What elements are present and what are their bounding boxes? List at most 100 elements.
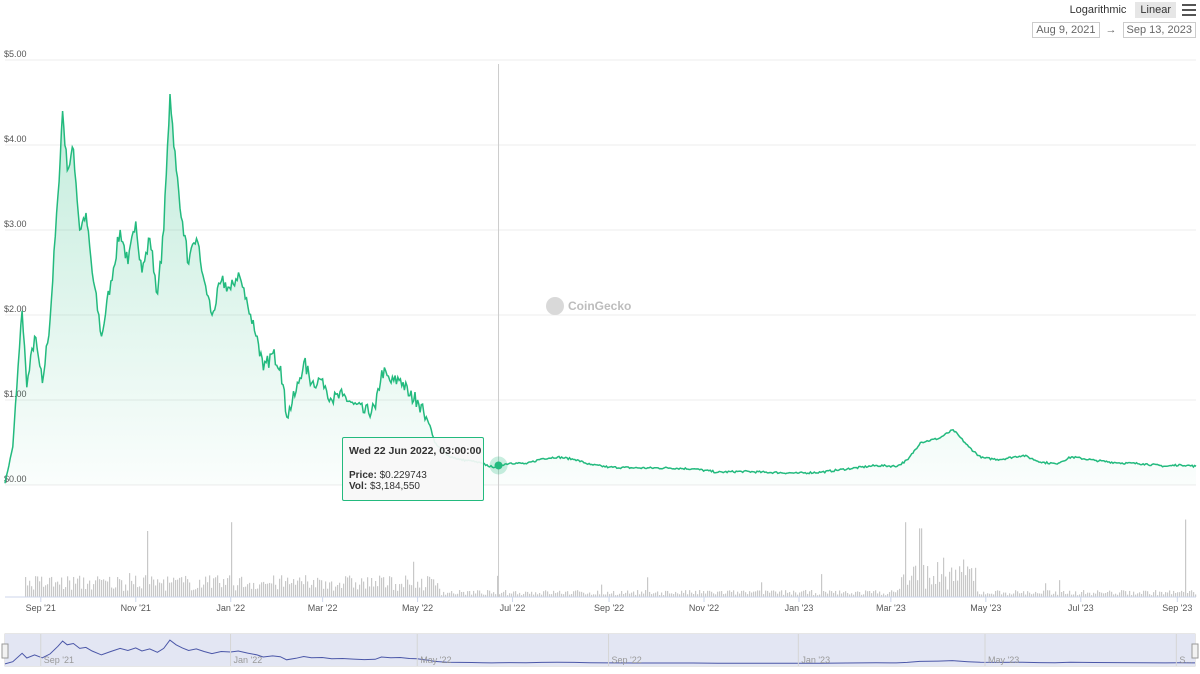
volume-bar [1079, 594, 1081, 597]
tooltip-date: Wed 22 Jun 2022, 03:00:00 [349, 445, 482, 457]
volume-bar [273, 575, 275, 597]
volume-bar [891, 590, 893, 597]
volume-bar [735, 594, 737, 597]
volume-bar [831, 591, 833, 597]
volume-bar [731, 591, 733, 597]
navigator-handle-right[interactable] [1191, 643, 1199, 659]
volume-bar [211, 587, 213, 597]
volume-bar [551, 594, 553, 597]
volume-bar [637, 590, 639, 597]
hamburger-menu-icon[interactable] [1182, 4, 1196, 16]
volume-bar [251, 588, 253, 597]
volume-bar [727, 590, 729, 597]
volume-bar [1187, 593, 1189, 597]
volume-bar [1105, 592, 1107, 597]
navigator-selection[interactable] [5, 634, 1195, 666]
navigator-handle-left[interactable] [1, 643, 9, 659]
volume-bar [443, 591, 445, 597]
volume-bar [1153, 592, 1155, 597]
volume-bar [989, 593, 991, 597]
volume-bar [143, 577, 145, 597]
volume-bar [1151, 595, 1153, 597]
volume-bar [739, 593, 741, 597]
volume-bar [675, 591, 677, 597]
volume-bar [703, 591, 705, 597]
volume-bar [677, 593, 679, 597]
volume-bar [1145, 590, 1147, 597]
volume-bar [1067, 593, 1069, 597]
navigator-tick-label: Sep '22 [612, 655, 642, 665]
volume-bar [953, 580, 955, 597]
volume-bar [1073, 594, 1075, 597]
x-tick-label: Jan '22 [216, 603, 245, 613]
volume-bar [91, 589, 93, 597]
volume-bar [329, 582, 331, 597]
volume-bar [351, 578, 353, 597]
volume-bar [1183, 591, 1185, 597]
volume-bar [345, 576, 347, 597]
volume-bar [493, 592, 495, 597]
volume-bar [509, 593, 511, 597]
volume-bar [77, 578, 79, 597]
volume-bar [147, 531, 149, 597]
volume-bar [1069, 590, 1071, 597]
volume-bar [347, 577, 349, 597]
volume-bar [69, 580, 71, 597]
volume-bar [1071, 594, 1073, 597]
volume-bar [813, 595, 815, 597]
volume-bar [445, 594, 447, 597]
chart-toolbar: Logarithmic Linear [1061, 0, 1200, 20]
volume-bar [777, 593, 779, 597]
volume-bar [581, 591, 583, 597]
volume-bar [1113, 594, 1115, 597]
volume-bar [301, 581, 303, 597]
volume-bar [1091, 595, 1093, 597]
hover-halo [489, 456, 508, 475]
volume-bar [775, 591, 777, 597]
volume-bar [105, 580, 107, 597]
volume-bar [915, 565, 917, 597]
volume-bar [563, 594, 565, 597]
logarithmic-button[interactable]: Logarithmic [1069, 4, 1127, 16]
volume-bar [237, 585, 239, 597]
volume-bar [663, 595, 665, 597]
hover-point [494, 461, 503, 470]
volume-bar [1049, 590, 1051, 597]
volume-bar [151, 576, 153, 597]
volume-bar [729, 590, 731, 597]
navigator-ticks: Sep '21 Jan '22 May '22 Sep '22 Jan '23 May '… [40, 634, 1193, 666]
volume-bar [1163, 594, 1165, 597]
volume-bar [1041, 593, 1043, 597]
volume-bar [1039, 593, 1041, 597]
volume-bar [61, 577, 63, 597]
volume-bar [659, 595, 661, 597]
range-to-input[interactable]: Sep 13, 2023 [1122, 22, 1196, 38]
navigator-tick-label: May '23 [988, 655, 1019, 665]
volume-bar [157, 579, 159, 597]
volume-bar [439, 588, 441, 597]
range-from-input[interactable]: Aug 9, 2021 [1032, 22, 1100, 38]
range-arrow: → [1105, 24, 1117, 36]
volume-bar [357, 589, 359, 597]
volume-bar [969, 569, 971, 597]
volume-bar [607, 591, 609, 597]
volume-bar [465, 594, 467, 597]
volume-bar [597, 590, 599, 597]
volume-bar [789, 592, 791, 597]
volume-bar [369, 586, 371, 597]
volume-bar [163, 579, 165, 597]
x-tick-label: Nov '21 [121, 603, 151, 613]
volume-bar [487, 590, 489, 597]
volume-bar [683, 592, 685, 597]
volume-bar [305, 575, 307, 597]
volume-bar [1011, 594, 1013, 597]
navigator[interactable]: Sep '21 Jan '22 May '22 Sep '22 Jan '23 May '… [1, 633, 1199, 667]
volume-bar [889, 592, 891, 597]
volume-bar [541, 594, 543, 597]
volume-bar [565, 591, 567, 597]
x-tick-label: Mar '23 [876, 603, 906, 613]
volume-bar [1143, 590, 1145, 597]
linear-button[interactable]: Linear [1135, 2, 1176, 18]
volume-bar [125, 584, 127, 597]
